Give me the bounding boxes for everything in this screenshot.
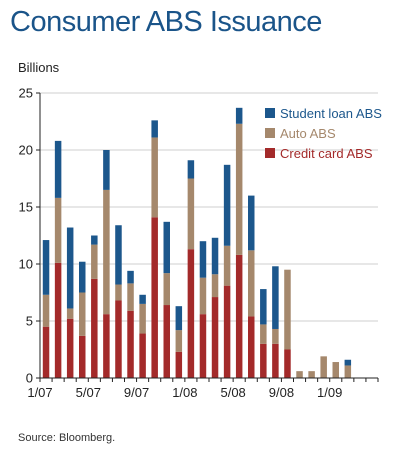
bar-segment bbox=[272, 343, 279, 378]
bar-segment bbox=[199, 314, 207, 378]
bar-segment bbox=[79, 292, 86, 336]
bar-segment bbox=[139, 333, 146, 378]
bar-segment bbox=[260, 343, 267, 378]
bar-segment bbox=[127, 283, 134, 311]
y-tick-label: 20 bbox=[19, 143, 33, 158]
bar-segment bbox=[272, 328, 279, 344]
axes bbox=[36, 92, 379, 382]
bar-segment bbox=[199, 277, 207, 315]
bar-segment bbox=[151, 217, 158, 378]
x-tick-label: 9/08 bbox=[269, 385, 294, 400]
bar-segment bbox=[248, 250, 255, 317]
bar-segment bbox=[42, 240, 50, 295]
bar-segment bbox=[79, 261, 86, 293]
bar-segment bbox=[151, 137, 158, 218]
bar-segment bbox=[54, 197, 62, 263]
source-note: Source: Bloomberg. bbox=[18, 432, 116, 444]
x-tick-label: 5/08 bbox=[220, 385, 245, 400]
x-tick-label: 5/07 bbox=[76, 385, 101, 400]
bar-segment bbox=[42, 326, 50, 378]
bar-segment bbox=[211, 274, 219, 298]
bar-segment bbox=[296, 371, 303, 378]
bars bbox=[42, 107, 352, 378]
bar-segment bbox=[344, 359, 352, 366]
bar-segment bbox=[223, 164, 231, 246]
y-tick-label: 15 bbox=[19, 200, 33, 215]
bar-segment bbox=[175, 306, 183, 331]
x-tick-label: 1/09 bbox=[317, 385, 342, 400]
legend-swatch bbox=[265, 108, 275, 118]
bar-segment bbox=[139, 294, 146, 304]
y-tick-label: 5 bbox=[26, 314, 33, 329]
bar-segment bbox=[115, 300, 122, 378]
bar-segment bbox=[115, 225, 122, 285]
x-tick-label: 9/07 bbox=[124, 385, 149, 400]
legend-label: Student loan ABS bbox=[280, 106, 382, 121]
bar-segment bbox=[54, 262, 62, 378]
bar-segment bbox=[248, 195, 255, 251]
bar-segment bbox=[103, 314, 110, 378]
x-tick-labels: 1/07 5/07 9/07 1/08 5/08 9/08 1/09 bbox=[27, 385, 342, 400]
bar-segment bbox=[223, 285, 231, 378]
bar-segment bbox=[103, 189, 110, 315]
bar-segment bbox=[91, 235, 98, 245]
bar-segment bbox=[211, 297, 219, 378]
legend-swatch bbox=[265, 148, 275, 158]
bar-segment bbox=[139, 303, 146, 334]
bar-segment bbox=[175, 330, 183, 352]
bar-segment bbox=[223, 245, 231, 286]
bar-segment bbox=[344, 365, 352, 378]
x-tick-label: 1/08 bbox=[172, 385, 197, 400]
bar-segment bbox=[103, 150, 110, 190]
bar-segment bbox=[308, 371, 315, 378]
y-tick-labels: 0 5 10 15 20 25 bbox=[19, 86, 33, 386]
bar-segment bbox=[187, 160, 195, 179]
bar-segment bbox=[187, 249, 195, 378]
bar-segment bbox=[211, 237, 219, 275]
bar-segment bbox=[260, 324, 267, 344]
bar-segment bbox=[235, 123, 243, 255]
bar-segment bbox=[272, 266, 279, 329]
legend: Student loan ABS Auto ABS Credit card ABS bbox=[265, 106, 382, 161]
y-tick-label: 0 bbox=[26, 371, 33, 386]
bar-segment bbox=[235, 107, 243, 124]
bar-segment bbox=[115, 284, 122, 301]
bar-segment bbox=[54, 140, 62, 198]
bar-segment bbox=[332, 362, 339, 378]
x-tick-label: 1/07 bbox=[27, 385, 52, 400]
bar-segment bbox=[199, 241, 207, 278]
bar-segment bbox=[163, 273, 170, 306]
bar-segment bbox=[163, 305, 170, 378]
bar-segment bbox=[175, 351, 183, 378]
bar-segment bbox=[260, 289, 267, 325]
legend-label: Auto ABS bbox=[280, 126, 336, 141]
bar-segment bbox=[163, 221, 170, 274]
y-axis-unit-label: Billions bbox=[18, 60, 60, 75]
bar-segment bbox=[42, 294, 50, 327]
bar-segment bbox=[284, 349, 291, 378]
y-tick-label: 10 bbox=[19, 257, 33, 272]
bar-segment bbox=[66, 227, 74, 309]
bar-segment bbox=[91, 244, 98, 279]
bar-segment bbox=[91, 278, 98, 378]
legend-swatch bbox=[265, 128, 275, 138]
bar-segment bbox=[284, 269, 291, 350]
bar-segment bbox=[127, 310, 134, 378]
y-tick-label: 25 bbox=[19, 86, 33, 101]
legend-label: Credit card ABS bbox=[280, 146, 373, 161]
bar-segment bbox=[187, 178, 195, 250]
bar-segment bbox=[248, 316, 255, 378]
bar-segment bbox=[66, 308, 74, 319]
bar-segment bbox=[151, 120, 158, 138]
bar-segment bbox=[235, 254, 243, 378]
chart-title: Consumer ABS Issuance bbox=[10, 6, 322, 38]
bar-segment bbox=[320, 356, 327, 378]
bar-segment bbox=[79, 335, 86, 378]
bar-segment bbox=[66, 318, 74, 378]
bar-segment bbox=[127, 270, 134, 284]
